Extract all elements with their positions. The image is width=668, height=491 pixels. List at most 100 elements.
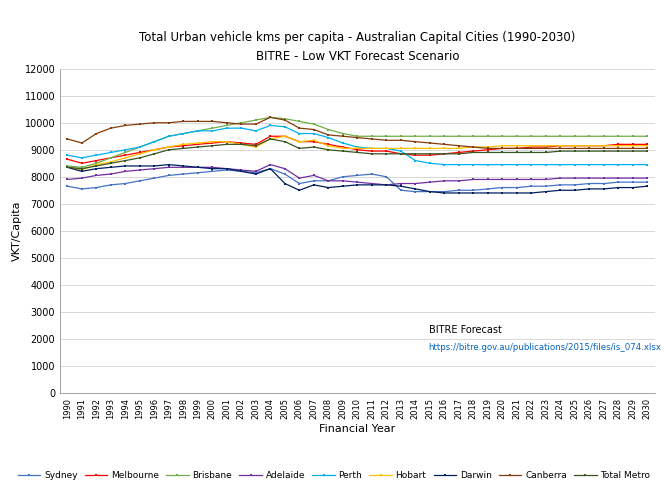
Perth — [237, 125, 245, 131]
Total Metro — [223, 141, 231, 147]
Total Metro — [585, 148, 593, 154]
Adelaide — [470, 177, 478, 183]
Melbourne — [440, 151, 448, 157]
Total Metro — [411, 151, 420, 157]
Brisbane — [150, 139, 158, 145]
Hobart — [325, 143, 333, 149]
Adelaide — [208, 164, 216, 170]
Total Metro — [325, 147, 333, 153]
Adelaide — [267, 162, 275, 167]
Sydney — [165, 172, 173, 178]
Melbourne — [484, 147, 492, 153]
Text: https://bitre.gov.au/publications/2015/files/is_074.xlsx: https://bitre.gov.au/publications/2015/f… — [429, 343, 662, 352]
Darwin — [122, 163, 130, 169]
Melbourne — [223, 139, 231, 145]
Adelaide — [585, 175, 593, 181]
Perth — [353, 144, 361, 150]
Hobart — [615, 143, 623, 149]
Total Metro — [339, 148, 347, 154]
Total Metro — [150, 151, 158, 157]
Hobart — [629, 143, 637, 149]
Adelaide — [252, 168, 260, 174]
Darwin — [615, 185, 623, 191]
Brisbane — [194, 128, 202, 134]
Brisbane — [643, 134, 651, 139]
Melbourne — [92, 158, 100, 164]
Darwin — [194, 164, 202, 170]
Total Metro — [556, 148, 564, 154]
Hobart — [223, 139, 231, 145]
Melbourne — [426, 152, 434, 158]
Perth — [382, 145, 390, 151]
Total Metro — [208, 143, 216, 149]
Sydney — [643, 179, 651, 185]
Hobart — [440, 145, 448, 151]
Hobart — [643, 143, 651, 149]
Perth — [194, 128, 202, 134]
Sydney — [223, 167, 231, 173]
Total Metro — [382, 151, 390, 157]
Total Metro — [92, 163, 100, 169]
Total Metro — [426, 151, 434, 157]
Sydney — [585, 181, 593, 187]
Darwin — [223, 166, 231, 172]
Hobart — [165, 144, 173, 150]
Hobart — [353, 145, 361, 151]
Brisbane — [382, 134, 390, 139]
Adelaide — [295, 175, 303, 181]
Hobart — [107, 159, 115, 165]
Hobart — [382, 145, 390, 151]
Total Metro — [295, 145, 303, 151]
Hobart — [527, 143, 535, 149]
Adelaide — [440, 178, 448, 184]
Melbourne — [252, 141, 260, 147]
Perth — [513, 162, 521, 167]
Darwin — [325, 185, 333, 191]
Brisbane — [455, 134, 463, 139]
Sydney — [353, 172, 361, 178]
Total Metro — [281, 139, 289, 145]
Darwin — [267, 166, 275, 172]
Hobart — [194, 140, 202, 146]
Canberra — [122, 123, 130, 129]
Adelaide — [78, 175, 86, 181]
Perth — [571, 162, 579, 167]
Darwin — [440, 190, 448, 196]
Canberra — [643, 145, 651, 151]
Hobart — [585, 143, 593, 149]
Canberra — [411, 139, 420, 145]
Canberra — [252, 121, 260, 127]
Brisbane — [585, 134, 593, 139]
Brisbane — [281, 116, 289, 122]
Melbourne — [643, 141, 651, 147]
Perth — [208, 128, 216, 134]
Canberra — [295, 125, 303, 131]
Melbourne — [78, 160, 86, 166]
Hobart — [339, 145, 347, 151]
Total Metro — [527, 150, 535, 156]
Melbourne — [600, 143, 608, 149]
Total Metro — [252, 143, 260, 149]
Sydney — [194, 170, 202, 176]
Adelaide — [325, 178, 333, 184]
Melbourne — [556, 143, 564, 149]
Canberra — [325, 132, 333, 138]
Total Metro — [310, 144, 318, 150]
Sydney — [600, 181, 608, 187]
Melbourne — [107, 155, 115, 161]
Perth — [615, 162, 623, 167]
Melbourne — [310, 139, 318, 145]
Darwin — [310, 182, 318, 188]
Sydney — [615, 179, 623, 185]
Sydney — [107, 182, 115, 188]
Canberra — [382, 137, 390, 143]
Brisbane — [542, 134, 550, 139]
Line: Canberra: Canberra — [66, 116, 649, 150]
Perth — [78, 155, 86, 161]
Darwin — [556, 188, 564, 193]
Adelaide — [397, 181, 405, 187]
Brisbane — [325, 127, 333, 133]
Hobart — [556, 143, 564, 149]
Hobart — [237, 141, 245, 147]
Sydney — [484, 186, 492, 192]
